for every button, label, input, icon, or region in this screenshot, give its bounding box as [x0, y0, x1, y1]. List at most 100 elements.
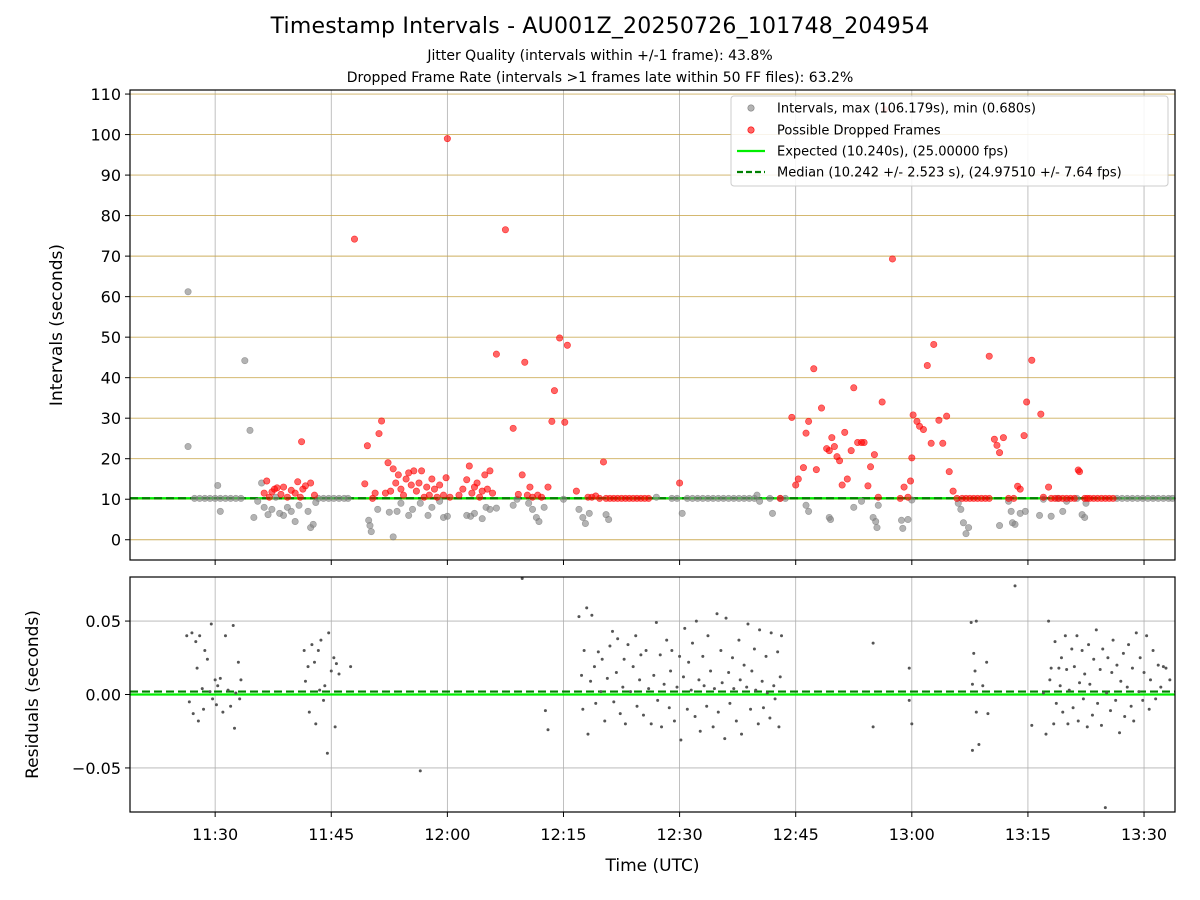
dropped-frame-point	[526, 483, 534, 491]
y-tick-label: 20	[101, 450, 121, 469]
residual-point	[1081, 697, 1085, 701]
interval-point	[904, 515, 912, 523]
residual-point	[675, 685, 679, 689]
residual-point	[749, 707, 753, 711]
residual-point	[1147, 707, 1151, 711]
residuals-panel-ticks: −0.05 0.00 0.05 11:30 11:45 12:00 12:15 12:30 12…	[72, 612, 1167, 844]
residual-point	[972, 651, 976, 655]
dropped-frame-point	[410, 467, 418, 475]
dropped-frame-point	[825, 447, 833, 455]
x-tick-label: 13:00	[889, 825, 935, 844]
residual-point	[1063, 634, 1067, 638]
residual-point	[332, 656, 336, 660]
interval-point	[1047, 512, 1055, 520]
dropped-frame-point	[908, 454, 916, 462]
residual-point	[969, 621, 973, 625]
chart-title: Timestamp Intervals - AU001Z_20250726_10…	[270, 14, 930, 39]
dropped-frame-point	[548, 417, 556, 425]
residual-point	[678, 654, 682, 658]
dropped-frame-point	[985, 494, 993, 502]
residual-point	[1099, 723, 1103, 727]
interval-point	[486, 505, 494, 513]
residual-point	[706, 634, 710, 638]
residual-point	[626, 643, 630, 647]
residual-point	[196, 719, 200, 723]
residual-point	[1067, 688, 1071, 692]
residual-point	[205, 657, 209, 661]
dropped-frame-point	[645, 494, 653, 502]
residual-point	[669, 669, 673, 673]
dropped-frame-point	[676, 479, 684, 487]
dropped-frame-point	[1045, 483, 1053, 491]
dropped-frame-point	[363, 442, 371, 450]
residual-point	[1041, 691, 1045, 695]
residual-point	[977, 742, 981, 746]
residual-point	[611, 629, 615, 633]
residual-point	[1145, 634, 1149, 638]
residual-point	[209, 622, 213, 626]
residual-point	[546, 728, 550, 732]
legend-expected-label: Expected (10.240s), (25.00000 fps)	[777, 145, 1008, 160]
residual-point	[1101, 647, 1105, 651]
intervals-y-axis-label: Intervals (seconds)	[47, 244, 67, 406]
dropped-frame-point	[307, 479, 315, 487]
dropped-frame-point	[538, 493, 546, 501]
residual-point	[211, 697, 215, 701]
dropped-frame-point	[492, 350, 500, 358]
y-tick-label: 60	[101, 288, 121, 307]
interval-point	[237, 494, 245, 502]
residual-point	[871, 641, 875, 645]
dropped-frame-point	[486, 467, 494, 475]
residual-point	[746, 622, 750, 626]
residual-point	[594, 701, 598, 705]
residual-point	[1087, 643, 1091, 647]
dropped-frame-point	[407, 481, 415, 489]
residual-point	[764, 654, 768, 658]
residual-point	[1013, 584, 1017, 588]
dropped-frame-point	[397, 485, 405, 493]
residual-point	[586, 732, 590, 736]
residual-point	[218, 676, 222, 680]
interval-point	[1011, 520, 1019, 528]
interval-point	[850, 503, 858, 511]
residual-point	[1076, 719, 1080, 723]
dropped-frame-point	[294, 478, 302, 486]
residual-point	[616, 637, 620, 641]
residual-point	[1129, 704, 1133, 708]
residual-point	[185, 634, 189, 638]
residual-point	[622, 657, 626, 661]
residual-point	[641, 713, 645, 717]
interval-point	[673, 494, 681, 502]
interval-point	[214, 481, 222, 489]
interval-point	[768, 509, 776, 517]
dropped-frame-point	[843, 475, 851, 483]
dropped-frame-point	[310, 491, 318, 499]
legend-median-label: Median (10.242 +/- 2.523 s), (24.97510 +…	[777, 166, 1122, 181]
interval-point	[250, 513, 258, 521]
dropped-frame-point	[888, 255, 896, 263]
residual-point	[750, 669, 754, 673]
residual-point	[720, 681, 724, 685]
x-tick-label: 12:45	[773, 825, 819, 844]
interval-point	[1007, 507, 1015, 515]
residual-point	[715, 612, 719, 616]
residual-point	[234, 691, 238, 695]
dropped-frame-point	[418, 467, 426, 475]
dropped-frame-point	[909, 411, 917, 419]
residual-point	[1161, 665, 1165, 669]
interval-point	[397, 499, 405, 507]
residual-point	[1110, 670, 1114, 674]
residual-point	[190, 631, 194, 635]
dropped-frame-point	[1020, 432, 1028, 440]
dropped-frame-point	[489, 489, 497, 497]
residual-point	[208, 690, 212, 694]
residual-point	[1105, 691, 1109, 695]
dropped-frame-point	[518, 471, 526, 479]
residual-point	[1148, 678, 1152, 682]
residual-point	[693, 715, 697, 719]
residual-point	[223, 634, 227, 638]
residual-point	[716, 710, 720, 714]
interval-point	[280, 511, 288, 519]
dropped-frame-point	[415, 479, 423, 487]
